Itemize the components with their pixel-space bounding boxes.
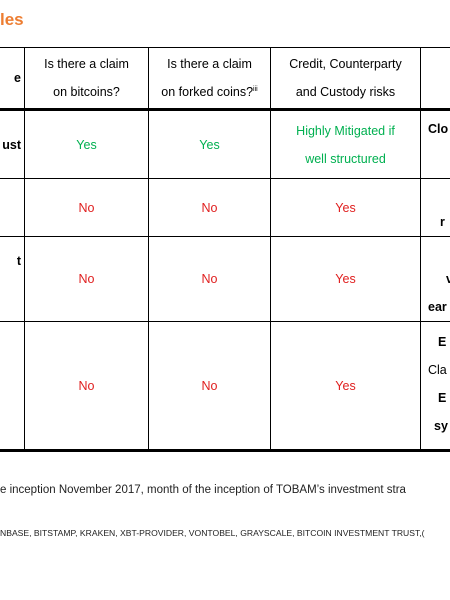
header-bottom-border bbox=[0, 108, 450, 111]
column-divider bbox=[148, 47, 149, 451]
header-text: Is there a claim bbox=[167, 57, 252, 71]
table-cell: Yes bbox=[271, 179, 420, 236]
section-title: les bbox=[0, 10, 24, 29]
cell-value: Yes bbox=[335, 272, 356, 286]
header-text: e bbox=[14, 71, 21, 85]
cell-value: ear bbox=[428, 300, 447, 314]
table-top-border bbox=[0, 47, 450, 48]
table-cell: Yes bbox=[25, 111, 148, 178]
row-divider bbox=[0, 236, 450, 237]
row-divider bbox=[0, 321, 450, 322]
header-text: on bitcoins? bbox=[53, 85, 120, 99]
cell-value: Yes bbox=[76, 137, 97, 152]
table-cell: Yes bbox=[271, 237, 420, 321]
table-cell: Yes bbox=[271, 322, 420, 449]
cell-value: No bbox=[78, 272, 95, 286]
header-text: Is there a claim bbox=[44, 57, 129, 71]
cell-value: Yes bbox=[199, 137, 220, 152]
cell-value: E bbox=[438, 391, 447, 405]
table-cell: No bbox=[25, 179, 148, 236]
table-cell: Yes bbox=[149, 111, 270, 178]
column-divider bbox=[24, 47, 25, 451]
table-cell-clipped: Clo bbox=[428, 111, 450, 146]
row-label: ust bbox=[0, 111, 21, 178]
row-label: t bbox=[0, 237, 21, 285]
header-text-main: on forked coins? bbox=[161, 85, 254, 99]
cell-value: No bbox=[78, 200, 95, 215]
table-cell-clipped: r bbox=[440, 195, 450, 235]
header-cell-claim-forked: Is there a claim on forked coins?iii bbox=[149, 48, 270, 108]
column-divider bbox=[270, 47, 271, 451]
table-cell: No bbox=[149, 322, 270, 449]
header-cell-label-column: e bbox=[0, 48, 21, 108]
cell-value: No bbox=[201, 378, 218, 393]
table-cell: No bbox=[149, 237, 270, 321]
table-bottom-border bbox=[0, 449, 450, 452]
header-text: on forked coins?iii bbox=[161, 78, 257, 106]
table-cell: No bbox=[149, 179, 270, 236]
cell-value: well structured bbox=[305, 151, 386, 166]
row-label-text: t bbox=[16, 254, 21, 268]
footnote-sources: NBASE, BITSTAMP, KRAKEN, XBT-PROVIDER, V… bbox=[0, 528, 425, 538]
cell-value: Clo bbox=[428, 121, 449, 136]
row-divider bbox=[0, 178, 450, 179]
cell-value: sy bbox=[434, 419, 448, 433]
table-cell: No bbox=[25, 237, 148, 321]
cell-value: No bbox=[78, 378, 95, 393]
header-cell-claim-bitcoins: Is there a claim on bitcoins? bbox=[25, 48, 148, 108]
table-cell-clipped: v bbox=[432, 265, 450, 293]
cell-value: v bbox=[446, 272, 450, 286]
header-cell-risks: Credit, Counterparty and Custody risks bbox=[271, 48, 420, 108]
column-divider bbox=[420, 47, 421, 451]
header-text: Credit, Counterparty bbox=[289, 57, 402, 71]
cell-value: Yes bbox=[335, 200, 356, 215]
cell-value: No bbox=[201, 272, 218, 286]
table-cell: Highly Mitigated if well structured bbox=[271, 111, 420, 178]
footnote-inception: e inception November 2017, month of the … bbox=[0, 484, 406, 496]
table-cell-clipped: E Cla E sy bbox=[428, 328, 450, 440]
footnote-marker: iii bbox=[253, 85, 258, 93]
table-cell-clipped: ear bbox=[428, 293, 450, 321]
table-cell: No bbox=[25, 322, 148, 449]
cell-value: r bbox=[440, 215, 445, 229]
cell-value: Highly Mitigated if bbox=[296, 123, 395, 138]
cell-value: Cla bbox=[428, 363, 447, 377]
cell-value: No bbox=[201, 200, 218, 215]
cell-value: E bbox=[438, 335, 447, 349]
cell-value: Yes bbox=[335, 378, 356, 393]
header-text: and Custody risks bbox=[295, 85, 396, 99]
row-label-text: ust bbox=[2, 137, 21, 152]
